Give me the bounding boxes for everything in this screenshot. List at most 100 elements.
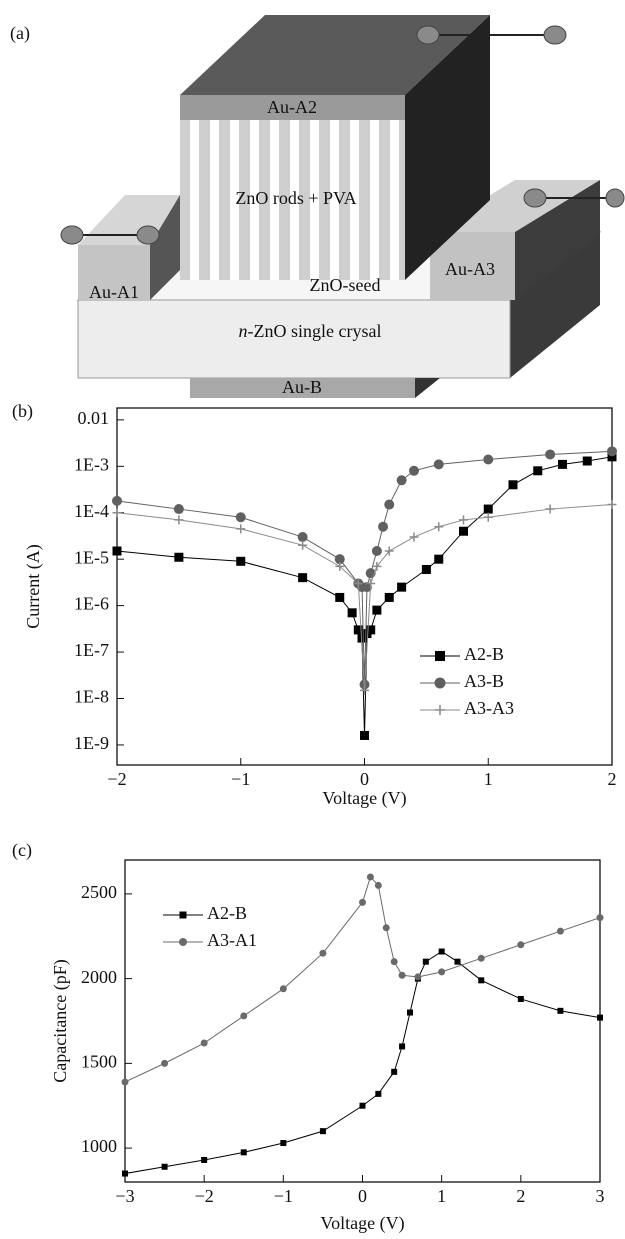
marker bbox=[399, 1043, 406, 1050]
a2-front bbox=[180, 95, 405, 120]
marker bbox=[121, 1078, 129, 1086]
marker bbox=[397, 582, 407, 592]
marker bbox=[112, 546, 122, 556]
y-tick-label: 1E-3 bbox=[74, 454, 109, 474]
y-tick-label: 1000 bbox=[81, 1136, 117, 1156]
marker bbox=[319, 949, 327, 957]
marker bbox=[459, 515, 468, 525]
rods-top bbox=[180, 15, 490, 95]
legend-label: A3-B bbox=[464, 671, 504, 691]
x-tick-label: −1 bbox=[231, 769, 250, 789]
y-tick-label: 1E-8 bbox=[74, 687, 109, 707]
marker bbox=[533, 466, 543, 476]
marker bbox=[607, 446, 617, 457]
plot-frame bbox=[124, 859, 601, 1183]
marker bbox=[409, 465, 419, 476]
marker bbox=[433, 459, 444, 470]
y-tick-label: 2000 bbox=[81, 967, 117, 987]
marker bbox=[421, 564, 431, 574]
marker bbox=[179, 938, 187, 946]
y-tick-label: 1500 bbox=[81, 1051, 117, 1071]
y-tick-label: 1E-6 bbox=[74, 594, 109, 614]
marker bbox=[596, 914, 604, 922]
series-line bbox=[116, 504, 613, 691]
y-tick-label: 1E-9 bbox=[74, 733, 109, 753]
x-axis-title: Voltage (V) bbox=[320, 1213, 404, 1234]
marker bbox=[435, 651, 445, 661]
x-tick-label: −2 bbox=[107, 769, 126, 789]
marker bbox=[438, 948, 445, 955]
marker bbox=[297, 532, 308, 543]
rods bbox=[190, 120, 399, 280]
marker bbox=[366, 625, 376, 635]
marker bbox=[409, 532, 419, 542]
marker bbox=[558, 459, 567, 469]
legend-label: A2-B bbox=[464, 644, 504, 664]
x-tick-label: 1 bbox=[437, 1186, 446, 1206]
marker bbox=[517, 995, 524, 1002]
marker bbox=[371, 546, 382, 557]
marker bbox=[483, 454, 494, 465]
marker bbox=[298, 540, 308, 550]
marker bbox=[508, 480, 518, 490]
label: Au-B bbox=[282, 377, 322, 397]
marker bbox=[161, 1059, 169, 1067]
substrate-front bbox=[77, 299, 511, 379]
marker bbox=[179, 911, 187, 919]
series-line bbox=[116, 450, 613, 685]
marker bbox=[434, 554, 444, 564]
marker bbox=[556, 927, 564, 935]
marker bbox=[359, 1102, 366, 1109]
legend-label: A3-A1 bbox=[207, 930, 257, 950]
marker bbox=[319, 1128, 326, 1135]
marker bbox=[545, 504, 555, 514]
marker bbox=[438, 968, 446, 976]
marker bbox=[161, 1163, 168, 1170]
marker bbox=[597, 1014, 603, 1021]
marker bbox=[607, 452, 617, 462]
marker bbox=[517, 941, 525, 949]
x-tick-label: 2 bbox=[608, 769, 617, 789]
marker bbox=[372, 605, 382, 615]
marker bbox=[353, 578, 363, 588]
marker bbox=[384, 592, 394, 602]
marker bbox=[347, 608, 357, 618]
marker bbox=[545, 449, 556, 460]
marker bbox=[353, 625, 363, 635]
marker bbox=[478, 977, 485, 984]
x-tick-label: −3 bbox=[115, 1186, 134, 1206]
marker bbox=[378, 521, 389, 532]
marker bbox=[112, 495, 122, 506]
marker bbox=[334, 554, 345, 565]
marker bbox=[582, 456, 592, 466]
marker bbox=[607, 500, 617, 510]
y-tick-label: 0.01 bbox=[78, 408, 110, 428]
x-tick-label: 2 bbox=[516, 1186, 525, 1206]
marker bbox=[434, 522, 444, 532]
panel-label: (b) bbox=[12, 401, 33, 422]
marker bbox=[454, 958, 461, 965]
marker bbox=[240, 1012, 248, 1020]
marker bbox=[360, 730, 369, 740]
y-tick-label: 1E-5 bbox=[74, 547, 109, 567]
rods-side bbox=[405, 15, 490, 280]
x-tick-label: 0 bbox=[358, 1186, 367, 1206]
marker bbox=[298, 573, 308, 583]
panel-label: (a) bbox=[10, 23, 30, 44]
marker bbox=[414, 973, 422, 981]
marker bbox=[235, 512, 246, 523]
marker bbox=[396, 475, 407, 486]
b-front bbox=[190, 378, 415, 398]
marker bbox=[557, 1007, 564, 1014]
marker bbox=[366, 873, 374, 881]
y-axis-title: Capacitance (pF) bbox=[50, 959, 71, 1082]
marker bbox=[335, 592, 345, 602]
a3-top bbox=[430, 180, 600, 232]
x-axis-title: Voltage (V) bbox=[322, 788, 406, 809]
a3-side bbox=[515, 180, 600, 300]
marker bbox=[335, 561, 345, 571]
x-tick-label: 3 bbox=[596, 1186, 605, 1206]
a1-front bbox=[78, 245, 150, 300]
marker bbox=[391, 1068, 398, 1075]
